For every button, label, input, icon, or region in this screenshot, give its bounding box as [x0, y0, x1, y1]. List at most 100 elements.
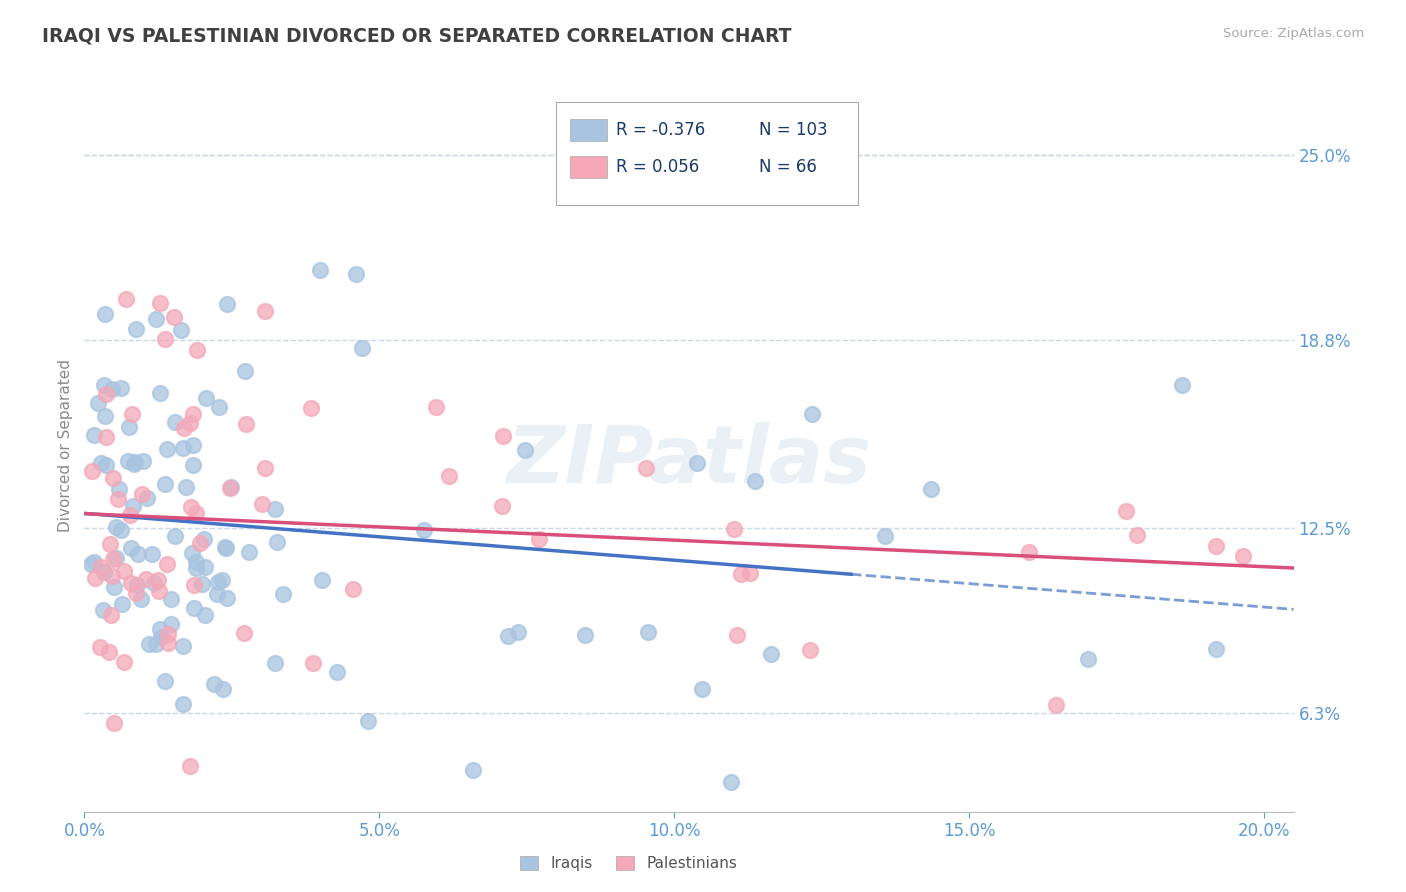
Point [150, 630, 173, 644]
Point [342, 582, 364, 596]
Point [96, 387, 118, 401]
Point [492, 428, 515, 442]
FancyBboxPatch shape [571, 119, 607, 141]
Point [195, 391, 218, 405]
Point [515, 442, 537, 457]
Point [127, 547, 149, 561]
Point [211, 574, 233, 588]
Text: ZIPatlas: ZIPatlas [506, 422, 872, 500]
Point [634, 461, 657, 475]
Point [149, 622, 172, 636]
Point [186, 506, 208, 520]
Point [153, 477, 176, 491]
Point [491, 499, 513, 513]
Point [309, 263, 332, 277]
Point [186, 555, 208, 569]
Point [498, 629, 520, 643]
Point [159, 591, 181, 606]
Point [96, 430, 118, 444]
Point [145, 636, 167, 650]
Point [219, 481, 242, 495]
Point [149, 386, 172, 401]
Point [103, 716, 125, 731]
Point [264, 502, 287, 516]
Point [145, 312, 167, 326]
Point [148, 584, 170, 599]
Text: Source: ZipAtlas.com: Source: ZipAtlas.com [1223, 27, 1364, 40]
Point [121, 407, 143, 421]
Point [163, 529, 186, 543]
Point [1232, 549, 1254, 563]
Point [186, 343, 208, 357]
Point [250, 496, 273, 510]
Point [214, 541, 236, 555]
Point [193, 532, 215, 546]
Point [83, 428, 105, 442]
Point [136, 491, 159, 505]
Point [299, 401, 322, 415]
Point [121, 499, 143, 513]
Point [89, 640, 111, 655]
Point [723, 523, 745, 537]
Point [90, 559, 112, 574]
Point [117, 454, 139, 468]
Point [238, 545, 260, 559]
Point [920, 482, 942, 496]
Point [730, 567, 752, 582]
Point [122, 457, 145, 471]
Point [179, 417, 201, 431]
Point [686, 456, 709, 470]
Point [461, 763, 484, 777]
Point [101, 471, 124, 485]
Point [357, 714, 380, 728]
Point [84, 571, 107, 585]
Point [120, 575, 142, 590]
Point [120, 508, 142, 522]
Point [527, 533, 550, 547]
Point [170, 323, 193, 337]
Point [86, 396, 108, 410]
Point [207, 574, 229, 589]
Point [637, 624, 659, 639]
Point [184, 561, 207, 575]
Point [183, 458, 205, 472]
Point [148, 574, 170, 588]
Point [1115, 504, 1137, 518]
Point [253, 461, 276, 475]
Y-axis label: Divorced or Separated: Divorced or Separated [58, 359, 73, 533]
Point [163, 310, 186, 325]
Point [105, 520, 128, 534]
Point [344, 267, 367, 281]
Point [110, 523, 132, 537]
Point [118, 420, 141, 434]
Point [725, 628, 748, 642]
Point [174, 480, 197, 494]
Point [690, 682, 713, 697]
Text: N = 103: N = 103 [759, 121, 828, 139]
Point [107, 491, 129, 506]
Text: N = 66: N = 66 [759, 158, 817, 176]
Legend: Iraqis, Palestinians: Iraqis, Palestinians [513, 850, 744, 877]
Point [141, 547, 163, 561]
Point [194, 560, 217, 574]
Point [159, 617, 181, 632]
Point [100, 537, 122, 551]
Point [1077, 652, 1099, 666]
Point [232, 625, 254, 640]
Point [215, 541, 238, 556]
Point [138, 637, 160, 651]
Point [219, 480, 242, 494]
Point [163, 415, 186, 429]
Point [181, 438, 204, 452]
Point [173, 421, 195, 435]
Point [149, 295, 172, 310]
Point [94, 458, 117, 472]
Point [191, 577, 214, 591]
Point [1205, 642, 1227, 657]
Point [153, 332, 176, 346]
Point [93, 565, 115, 579]
Point [142, 576, 165, 591]
Point [183, 578, 205, 592]
Point [202, 677, 225, 691]
Point [181, 407, 204, 421]
